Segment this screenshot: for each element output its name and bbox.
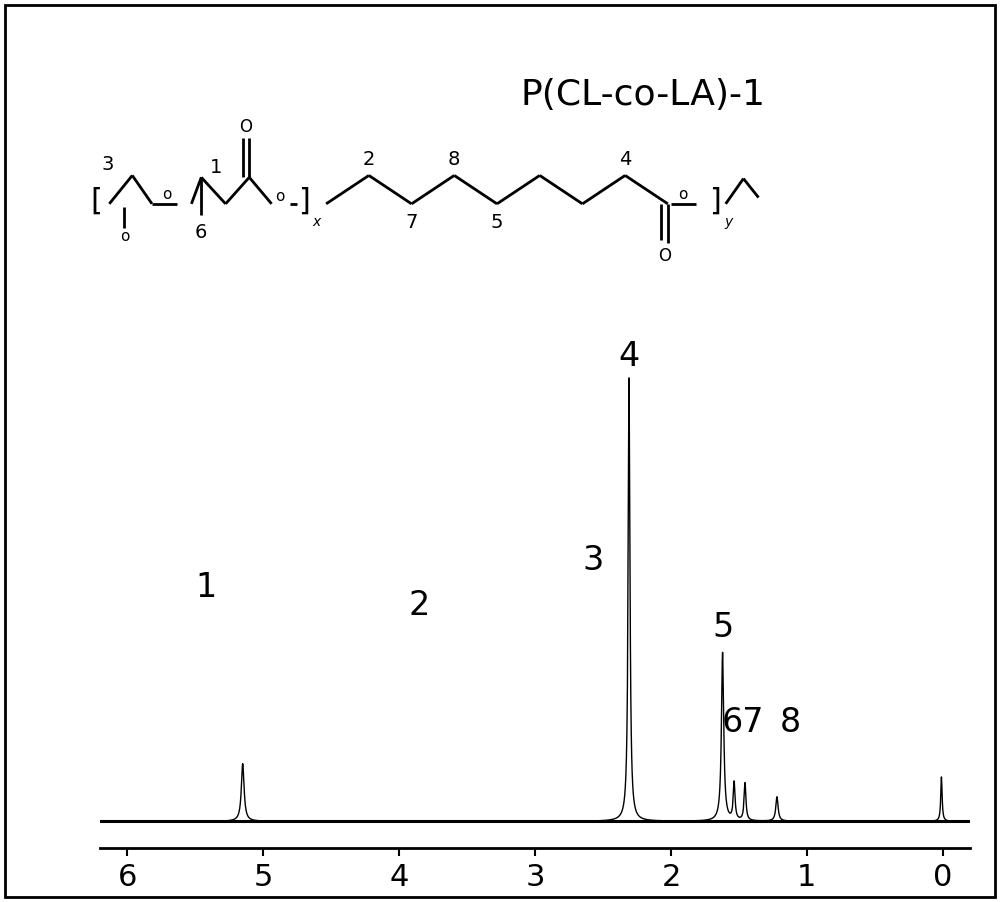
Text: 2: 2 — [409, 589, 430, 621]
Text: 2: 2 — [363, 150, 375, 170]
Text: 5: 5 — [712, 611, 733, 644]
Text: o: o — [275, 189, 285, 204]
Text: 6: 6 — [195, 223, 207, 242]
Text: 4: 4 — [618, 340, 639, 373]
Text: 3: 3 — [101, 155, 114, 174]
Text: 7: 7 — [405, 213, 418, 233]
Text: o: o — [678, 187, 687, 202]
Text: 4: 4 — [619, 150, 631, 170]
Text: 8: 8 — [448, 150, 460, 170]
Text: o: o — [162, 187, 171, 202]
Text: o: o — [120, 229, 129, 244]
Text: P(CL-co-LA)-1: P(CL-co-LA)-1 — [520, 78, 765, 112]
Text: y: y — [724, 215, 732, 228]
Text: 8: 8 — [780, 706, 801, 740]
Text: O: O — [658, 246, 671, 264]
Text: O: O — [239, 118, 252, 136]
Text: 1: 1 — [210, 158, 223, 177]
Text: ]: ] — [299, 186, 310, 216]
Text: 5: 5 — [491, 213, 503, 233]
Text: x: x — [312, 215, 320, 228]
Text: ]: ] — [709, 186, 721, 216]
Text: 1: 1 — [195, 571, 217, 604]
Text: 67: 67 — [722, 706, 764, 740]
Text: 3: 3 — [583, 545, 604, 577]
Text: [: [ — [90, 186, 102, 216]
